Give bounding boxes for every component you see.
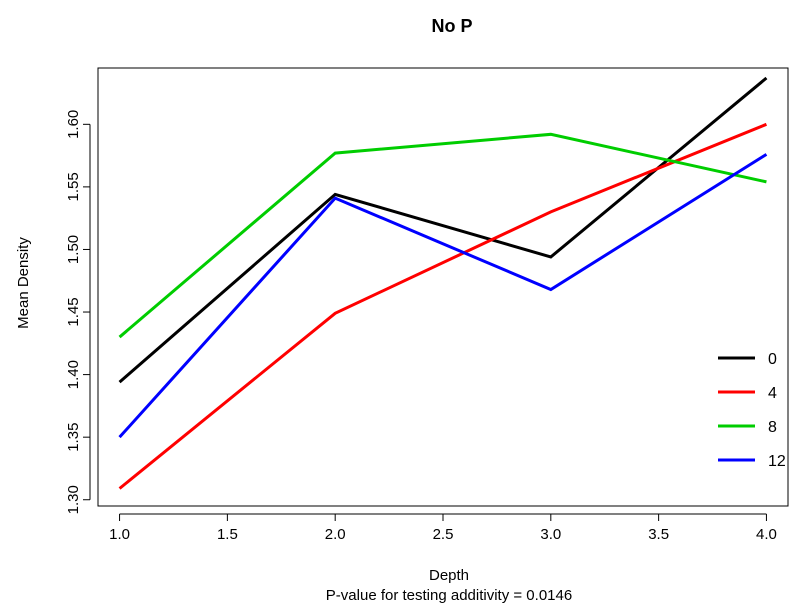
y-tick-label: 1.55 bbox=[65, 172, 82, 201]
legend-label-4: 4 bbox=[768, 385, 777, 402]
x-axis-label: Depth bbox=[429, 567, 469, 584]
x-tick-label: 1.0 bbox=[109, 526, 130, 543]
x-tick-label: 4.0 bbox=[756, 526, 777, 543]
y-tick-label: 1.60 bbox=[65, 110, 82, 139]
series-line-4 bbox=[118, 122, 768, 490]
x-tick-label: 2.0 bbox=[325, 526, 346, 543]
x-tick-label: 3.5 bbox=[648, 526, 669, 543]
series-line-8 bbox=[118, 132, 767, 339]
y-tick-label: 1.40 bbox=[65, 360, 82, 389]
y-tick-label: 1.35 bbox=[65, 423, 82, 452]
y-axis-label: Mean Density bbox=[15, 237, 32, 329]
legend-label-12: 12 bbox=[768, 453, 786, 470]
y-tick-label: 1.50 bbox=[65, 235, 82, 264]
y-tick-label: 1.30 bbox=[65, 485, 82, 514]
x-tick-label: 1.5 bbox=[217, 526, 238, 543]
chart-subtitle: P-value for testing additivity = 0.0146 bbox=[326, 587, 572, 604]
y-tick-label: 1.45 bbox=[65, 297, 82, 326]
x-tick-label: 3.0 bbox=[540, 526, 561, 543]
x-tick-label: 2.5 bbox=[433, 526, 454, 543]
series-line-12 bbox=[118, 153, 768, 439]
legend-label-0: 0 bbox=[768, 351, 777, 368]
plot-frame bbox=[97, 67, 789, 507]
series-line-0 bbox=[118, 76, 768, 384]
legend-label-8: 8 bbox=[768, 419, 777, 436]
chart-title: No P bbox=[431, 16, 472, 36]
